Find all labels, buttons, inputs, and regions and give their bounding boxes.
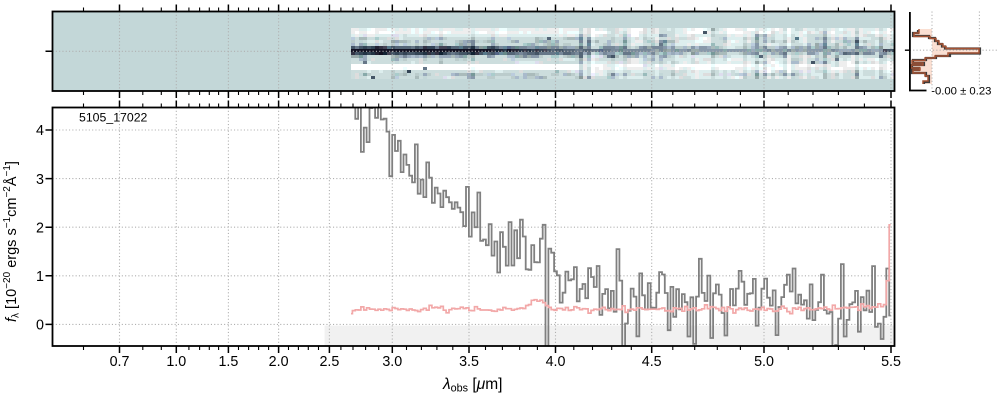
svg-text:1.0: 1.0 [166, 354, 186, 370]
svg-text:0: 0 [36, 318, 44, 334]
svg-text:3.0: 3.0 [382, 354, 402, 370]
svg-text:5.0: 5.0 [754, 354, 774, 370]
svg-text:λobs [μm]: λobs [μm] [442, 376, 502, 395]
svg-text:2.0: 2.0 [269, 354, 289, 370]
svg-text:1: 1 [36, 269, 44, 285]
svg-text:0.7: 0.7 [110, 354, 130, 370]
svg-text:1.5: 1.5 [218, 354, 238, 370]
svg-text:5.5: 5.5 [881, 354, 901, 370]
svg-text:2: 2 [36, 220, 44, 236]
svg-text:4: 4 [36, 123, 44, 139]
svg-text:4.0: 4.0 [546, 354, 566, 370]
svg-text:2.5: 2.5 [319, 354, 339, 370]
svg-text:4.5: 4.5 [642, 354, 662, 370]
svg-text:fλ [10−20 ergs s−1cm−2Å−1]: fλ [10−20 ergs s−1cm−2Å−1] [2, 161, 22, 322]
svg-text:5105_17022: 5105_17022 [79, 111, 148, 125]
svg-text:3.5: 3.5 [459, 354, 479, 370]
svg-text:-0.00 ± 0.23: -0.00 ± 0.23 [931, 86, 991, 98]
svg-text:3: 3 [36, 172, 44, 188]
